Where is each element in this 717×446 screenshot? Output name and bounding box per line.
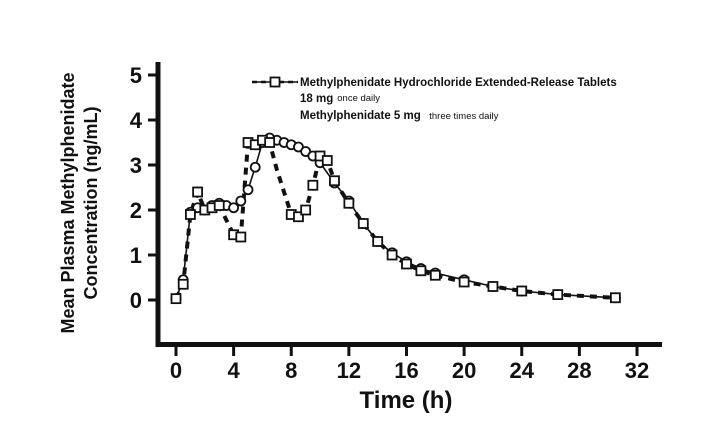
square-marker <box>386 249 398 261</box>
legend-er-frequency: once daily <box>337 93 381 104</box>
x-tick-label: 0 <box>170 358 182 383</box>
legend-tid-frequency: three times daily <box>429 111 499 122</box>
x-tick-label: 12 <box>337 358 361 383</box>
legend-row-extended-release: Methylphenidate Hydrochloride Extended-R… <box>252 76 682 90</box>
square-marker <box>372 236 384 247</box>
x-tick-label: 8 <box>285 358 297 383</box>
legend-er-dose: 18 mg <box>300 93 334 105</box>
series-line-0 <box>175 137 616 299</box>
square-marker <box>170 293 182 305</box>
x-axis-title: Time (h) <box>360 387 453 414</box>
x-tick-label: 16 <box>394 358 418 383</box>
square-marker <box>609 292 621 304</box>
square-marker <box>293 211 304 223</box>
square-marker <box>415 265 427 277</box>
square-marker <box>357 218 369 229</box>
y-axis-title-line1: Mean Plasma Methylphenidate <box>58 72 78 333</box>
series-line-1 <box>174 138 616 300</box>
legend-tid-label: Methylphenidate 5 mg <box>300 110 421 122</box>
circle-marker <box>242 184 254 196</box>
square-marker <box>487 281 499 292</box>
square-marker <box>185 209 196 220</box>
plot-axes <box>148 62 662 356</box>
square-marker <box>552 289 564 301</box>
square-marker <box>235 231 247 243</box>
square-marker <box>429 269 441 281</box>
legend-er-label: Methylphenidate Hydrochloride Extended-R… <box>300 77 617 89</box>
square-marker <box>321 155 333 166</box>
circle-marker <box>235 195 247 207</box>
legend: Methylphenidate Hydrochloride Extended-R… <box>252 76 682 126</box>
legend-row-er-dose: 18 mg once daily <box>300 92 682 106</box>
x-tick-label: 4 <box>228 358 241 383</box>
y-axis-title-line2: Concentration (ng/mL) <box>81 107 101 300</box>
square-marker <box>192 186 204 198</box>
y-tick-label: 3 <box>130 153 142 178</box>
square-marker <box>307 179 319 191</box>
x-tick-label: 20 <box>452 358 476 383</box>
square-marker <box>343 197 355 209</box>
y-tick-label: 1 <box>130 243 142 268</box>
square-marker <box>213 200 225 211</box>
plot-series <box>170 132 621 305</box>
square-marker <box>300 204 312 216</box>
square-marker <box>177 278 189 290</box>
square-marker <box>401 258 412 270</box>
circle-marker <box>249 161 261 173</box>
circle-marker <box>228 202 240 214</box>
legend-row-tid: Methylphenidate 5 mg three times daily <box>252 76 682 124</box>
y-tick-label: 2 <box>130 198 142 223</box>
legend-tid-label-wrap: Methylphenidate 5 mg three times daily <box>300 108 498 124</box>
square-marker <box>516 285 528 297</box>
x-tick-label: 28 <box>567 358 591 383</box>
x-tick-label: 32 <box>625 358 649 383</box>
y-tick-label: 4 <box>130 108 143 133</box>
y-tick-label: 0 <box>130 288 142 313</box>
square-marker <box>458 276 470 288</box>
y-tick-label: 5 <box>130 63 142 88</box>
square-marker <box>329 175 340 187</box>
x-tick-label: 24 <box>510 358 535 383</box>
square-marker <box>264 137 276 148</box>
